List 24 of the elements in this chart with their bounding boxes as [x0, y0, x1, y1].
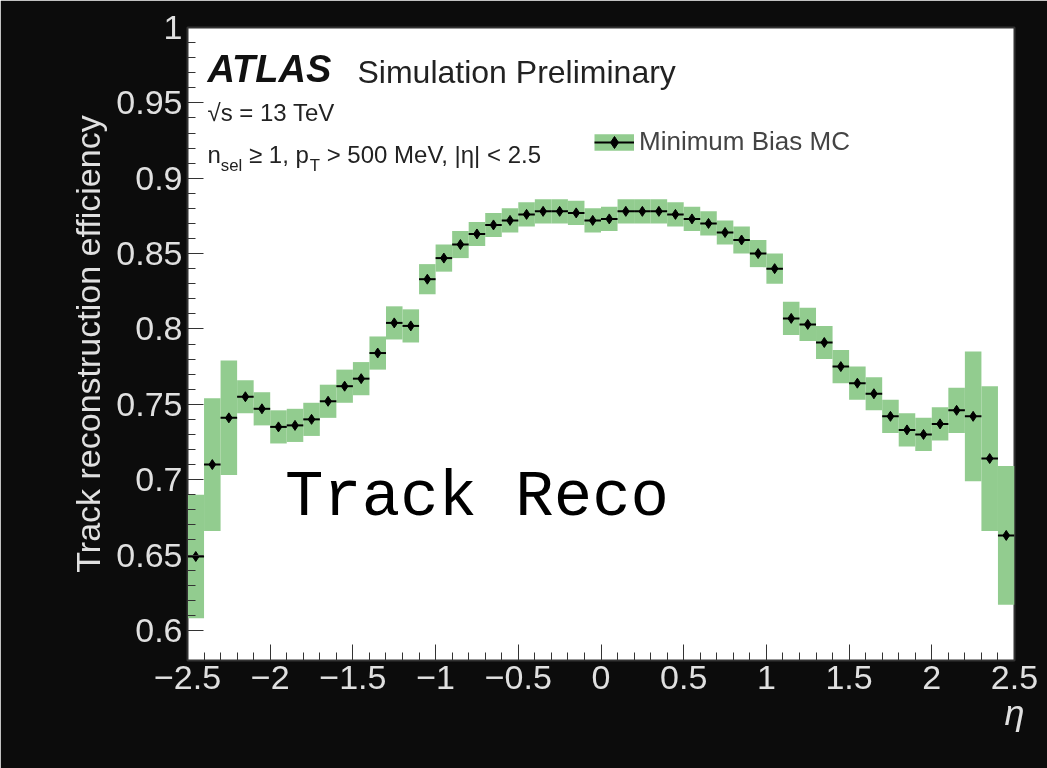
- annotation: √s = 13 TeV: [207, 98, 335, 126]
- y-tick-label: 0.8: [135, 309, 183, 348]
- x-tick-label: −1: [416, 657, 455, 696]
- y-tick-label: 1: [163, 8, 183, 46]
- x-tick-label: −0.5: [484, 657, 552, 696]
- x-tick-label: −2: [250, 657, 290, 696]
- x-tick-label: −1.5: [319, 657, 387, 696]
- x-tick-label: 2: [922, 657, 942, 696]
- y-tick-label: 0.85: [116, 234, 183, 273]
- y-axis-title: Track reconstruction efficiency: [69, 115, 108, 573]
- y-tick-label: 0.6: [135, 610, 183, 649]
- y-tick-label: 0.7: [135, 460, 183, 499]
- annotation: Track Reco: [284, 461, 669, 534]
- legend-label: Minimum Bias MC: [639, 126, 850, 157]
- text: ATLAS Simulation Preliminary: [206, 47, 676, 90]
- x-tick-label: 1: [756, 657, 776, 696]
- x-tick-label: 1.5: [825, 657, 873, 696]
- y-tick-label: 0.9: [135, 158, 183, 197]
- y-tick-label: 0.65: [116, 535, 183, 574]
- x-tick-label: −2.5: [153, 657, 222, 696]
- y-tick-label: 0.75: [116, 384, 183, 423]
- x-tick-label: 0: [591, 657, 611, 696]
- x-tick-label: 0.5: [660, 657, 708, 696]
- y-tick-label: 0.95: [116, 83, 183, 122]
